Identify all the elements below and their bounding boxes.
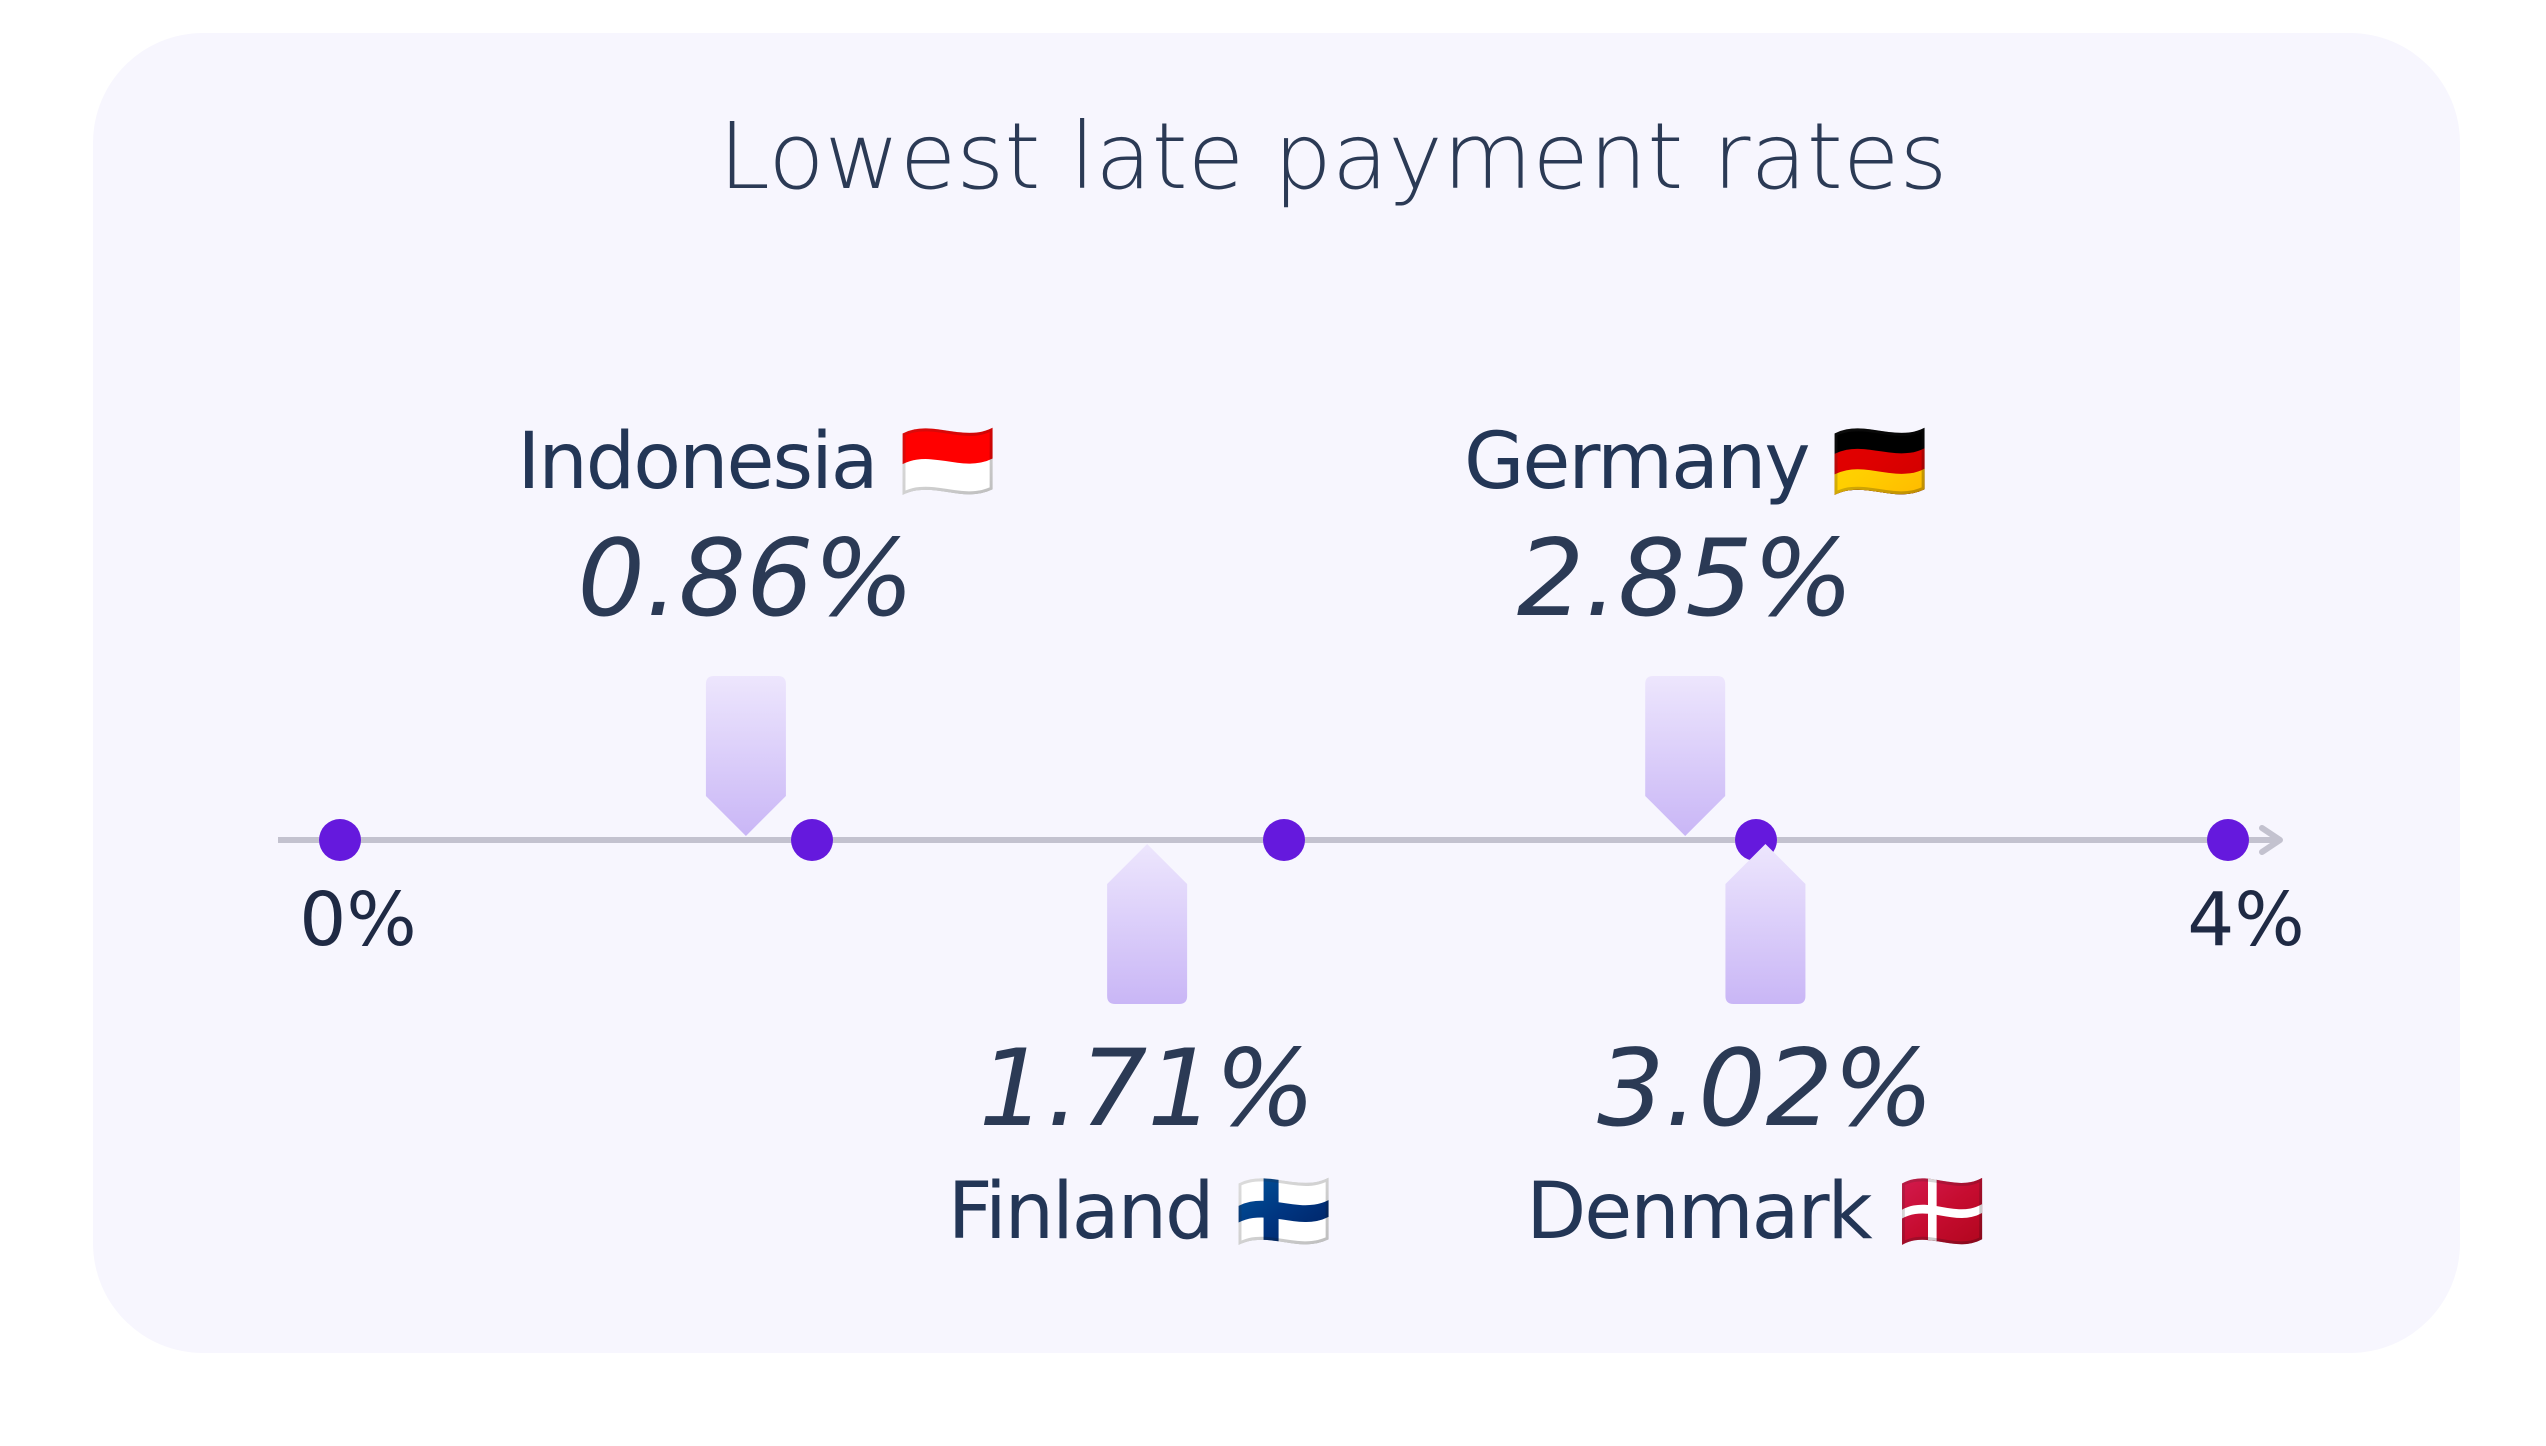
pointer-marker [705,676,786,836]
tick-dot [319,819,361,861]
data-markers: 0.86% Indonesia 🇮🇩 1.71% Finland 🇫🇮 2.85% Ger… [517,417,1991,1257]
axis-arrow [2259,825,2283,855]
data-point: 1.71% Finland 🇫🇮 [948,844,1333,1257]
chart-card [93,33,2460,1353]
value-label: 2.85% [1517,517,1854,640]
chart-title: Lowest late payment rates [719,103,1948,210]
tick-label: 0% [299,877,416,963]
data-point: 0.86% Indonesia 🇮🇩 [517,417,997,836]
tick-dot [791,819,833,861]
country-label: Finland 🇫🇮 [948,1167,1332,1257]
country-label: Germany 🇩🇪 [1464,417,1927,507]
data-point: 3.02% Denmark 🇩🇰 [1526,844,1991,1257]
tick-dot [1263,819,1305,861]
value-label: 3.02% [1597,1027,1934,1150]
country-label: Indonesia 🇮🇩 [517,417,995,507]
value-label: 1.71% [979,1027,1316,1150]
country-label: Denmark 🇩🇰 [1526,1167,1988,1257]
tick-label: 4% [2187,877,2304,963]
pointer-marker [1107,844,1188,1004]
axis-ticks: 0% 4% [299,819,2305,963]
pointer-marker [1645,676,1726,836]
tick-dot [2207,819,2249,861]
pointer-marker [1725,844,1806,1004]
value-label: 0.86% [578,517,915,640]
data-point: 2.85% Germany 🇩🇪 [1464,417,1929,836]
